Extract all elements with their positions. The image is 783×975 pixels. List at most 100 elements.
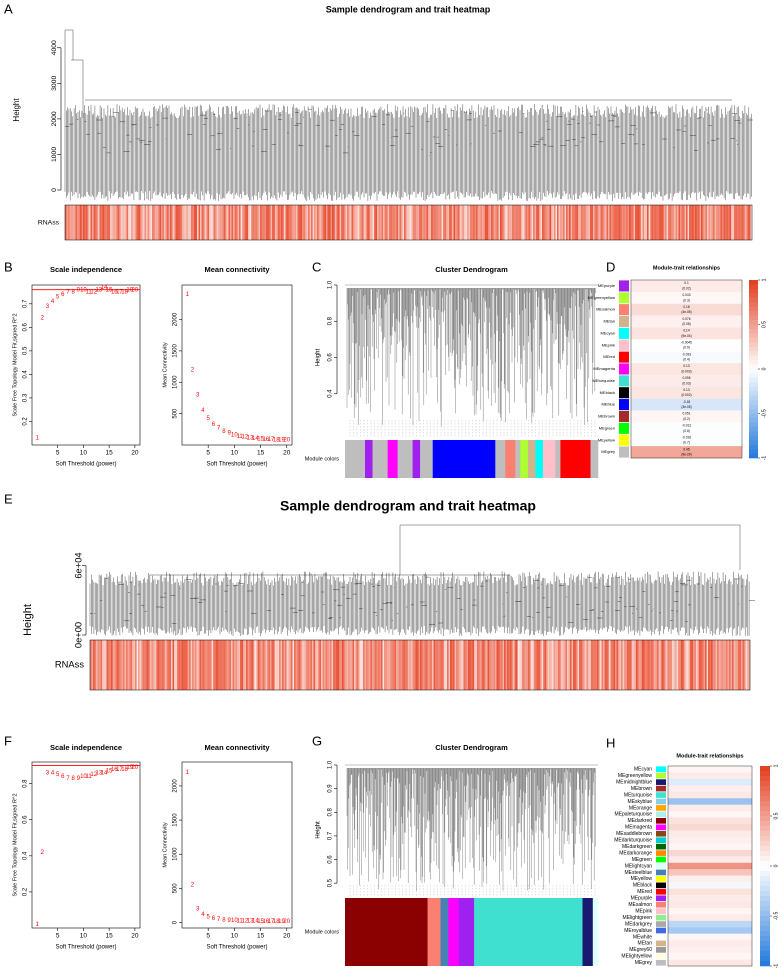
trait-stripe [169,640,172,690]
trait-stripe [333,640,335,690]
trait-stripe [671,205,673,240]
trait-stripe [511,640,514,690]
row-label: MEmagenta [593,366,615,371]
color-key-step [760,841,770,847]
trait-stripe [653,205,655,240]
trait-stripe [342,640,344,690]
trait-stripe [375,640,377,690]
trait-stripe [99,640,101,690]
trait-stripe [625,640,628,690]
module-color [427,898,441,966]
trait-stripe [647,205,649,240]
trait-stripe [139,640,142,690]
trait-stripe [288,640,290,690]
color-key-step [749,306,758,312]
point-label: 2 [191,367,195,373]
cell-value: 0.043 [683,293,691,297]
trait-stripe [317,205,319,240]
trait-stripe [369,640,371,690]
trait-stripe [350,205,352,240]
trait-stripe [689,205,691,240]
point-label: 14 [252,436,259,442]
y-tick-label: 0.3 [23,393,29,402]
trait-stripe [475,640,478,690]
trait-stripe [81,205,84,240]
trait-stripe [397,640,400,690]
trait-stripe [639,205,642,240]
trait-stripe [273,205,276,240]
trait-stripe [382,640,385,690]
trait-stripe [413,205,415,240]
y-tick-label: 0.4 [23,851,29,860]
trait-stripe [484,640,487,690]
row-label: MEpurple [631,896,653,902]
trait-stripe [277,640,280,690]
trait-stripe [531,205,534,240]
trait-stripe [569,205,571,240]
point-label: 3 [196,392,200,398]
trait-stripe [148,640,151,690]
y-tick-label: 1.0 [328,280,334,289]
chart-title: Scale independence [50,743,122,752]
row-label: MEgrey [635,960,653,966]
trait-stripe [652,640,655,690]
trait-stripe [323,205,325,240]
trait-stripe [721,640,724,690]
point-label: 10 [231,918,238,924]
trait-stripe [702,205,705,240]
trait-stripe [531,640,533,690]
trait-stripe [402,205,405,240]
point-label: 7 [217,917,221,923]
trait-stripe [414,205,417,240]
trait-stripe [513,640,515,690]
row-label: MEgreen [599,425,615,430]
trait-stripe [231,205,234,240]
trait-stripe [582,640,584,690]
trait-stripe [232,640,235,690]
trait-stripe [486,205,489,240]
trait-stripe [69,205,72,240]
trait-stripe [141,640,143,690]
trait-stripe [315,205,318,240]
trait-stripe [596,205,598,240]
trait-stripe [522,205,525,240]
point-label: 4 [51,299,55,305]
row-label: MEmagenta [625,825,652,831]
trait-stripe [648,640,650,690]
trait-stripe [419,205,421,240]
heat-cell [668,946,752,954]
trait-stripe [709,640,712,690]
trait-stripe [690,205,693,240]
heat-cell [668,798,752,805]
trait-stripe [151,640,154,690]
trait-stripe [322,640,325,690]
trait-stripe [153,640,155,690]
y-axis-title: Scale Free Topology Model Fit,signed R^2 [12,313,18,416]
color-key-step [749,400,758,405]
color-key-step [749,422,758,428]
point-label: 11 [85,774,92,780]
trait-stripe [429,205,432,240]
trait-stripe [333,205,336,240]
heat-cell [668,817,752,825]
trait-stripe [594,640,596,690]
trait-stripe [434,205,436,240]
trait-stripe [624,640,626,690]
trait-stripe [578,205,580,240]
color-key-step [760,856,770,862]
trait-stripe [138,205,141,240]
point-label: 10 [80,287,87,293]
point-label: 19 [278,919,285,925]
color-key-step [760,821,770,827]
trait-stripe [354,640,356,690]
trait-stripe [135,640,137,690]
trait-stripe [192,640,194,690]
trait-stripe [541,640,544,690]
point-label: 18 [273,919,280,925]
heat-cell [668,901,752,909]
trait-stripe [581,205,583,240]
y-tick-label: 0.6 [328,855,334,864]
color-key-step [749,355,758,361]
point-label: 15 [257,919,264,925]
